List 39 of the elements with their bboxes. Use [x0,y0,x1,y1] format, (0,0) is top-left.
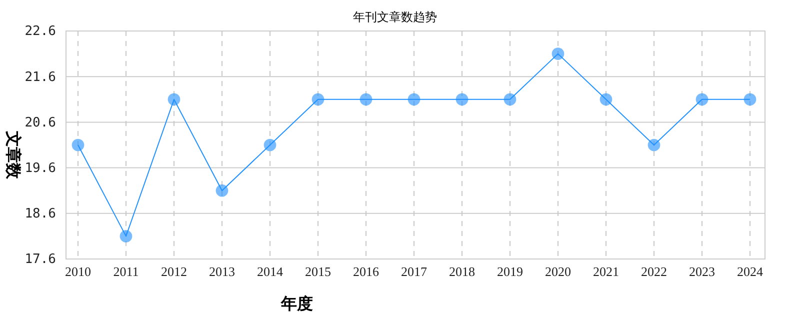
x-tick-label: 2023 [689,264,715,280]
x-tick-label: 2015 [305,264,331,280]
point [408,93,420,106]
x-tick-label: 2019 [497,264,523,280]
y-axis-title: 文章数 [4,130,23,180]
x-tick-label: 2013 [209,264,235,280]
chart-title: 年刊文章数趋势 [353,10,437,24]
x-tick-label: 2018 [449,264,475,280]
point [696,93,708,106]
point [600,93,612,106]
y-tick-label: 18.6 [24,206,56,222]
x-tick-label: 2020 [545,264,571,280]
y-tick-label: 17.6 [24,252,56,268]
x-tick-label: 2011 [113,264,139,280]
x-tick-label: 2016 [353,264,380,280]
point [504,93,516,106]
y-tick-label: 21.6 [24,70,56,85]
x-tick-label: 2021 [593,264,619,280]
point [120,230,132,242]
point [216,184,228,197]
x-axis-title: 年度 [280,294,313,313]
y-tick-label: 22.6 [24,24,56,40]
point [264,138,276,152]
point [168,93,180,106]
point [744,93,756,106]
point [312,93,324,106]
point [72,138,84,152]
y-tick-label: 20.6 [24,115,56,130]
x-tick-label: 2012 [161,264,187,280]
point [456,93,468,106]
x-tick-label: 2014 [257,264,284,280]
x-tick-label: 2024 [737,264,764,280]
point [360,93,372,106]
x-tick-label: 2017 [401,264,428,280]
point [552,48,564,60]
x-tick-label: 2022 [641,264,667,280]
point [648,138,660,152]
y-tick-label: 19.6 [24,160,56,176]
x-tick-label: 2010 [65,264,91,280]
